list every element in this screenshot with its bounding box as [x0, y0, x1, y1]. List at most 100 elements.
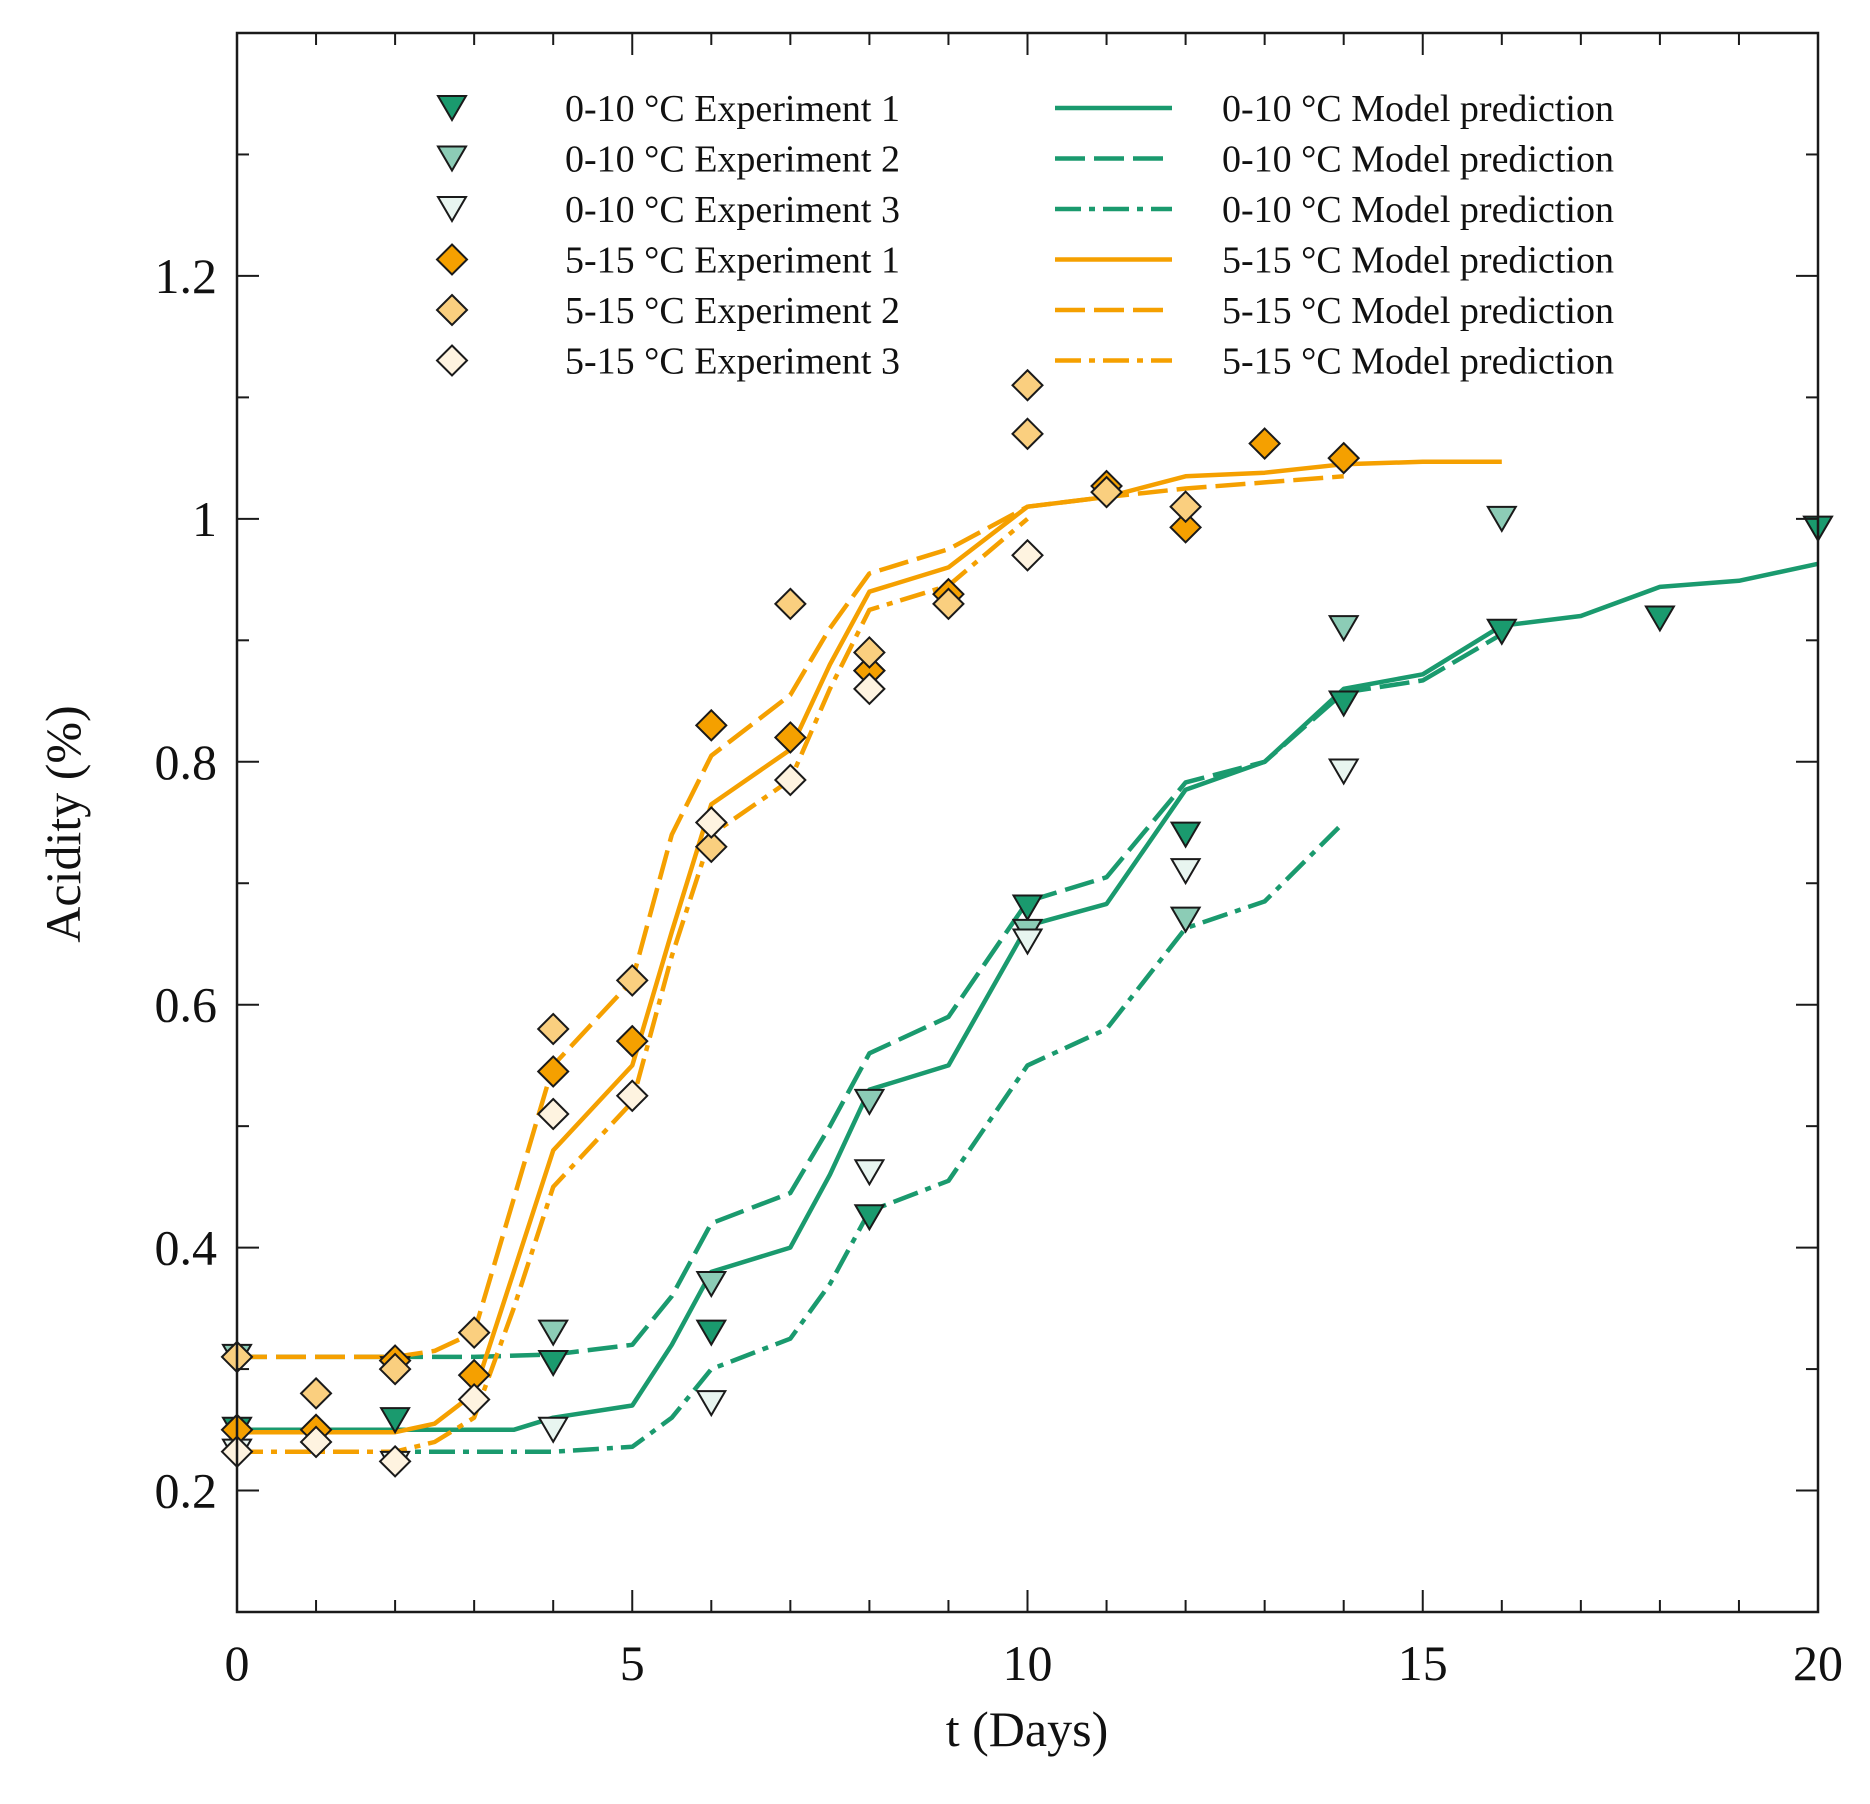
5-15-c-experiment-1-point-5 — [536, 1055, 570, 1088]
legend-item-0-10-c-experiment-2: 0-10 °C Experiment 2 — [436, 139, 900, 181]
legend: 0-10 °C Experiment 1 0-10 °C Experiment 2… — [435, 88, 1614, 383]
legend-label-0-10-c-experiment-2: 0-10 °C Experiment 2 — [565, 139, 900, 181]
0-10-c-experiment-1-point-6-shape — [1011, 894, 1044, 922]
0-10-c-experiment-1-point-9 — [1486, 618, 1518, 646]
legend-label-5-15-c-model-prediction-6: 5-15 °C Model prediction — [1222, 341, 1614, 383]
5-15-c-experiment-2-point-12-shape — [1011, 417, 1044, 451]
x-axis-title: t (Days) — [946, 1701, 1108, 1757]
5-15-c-experiment-3-point-4 — [457, 1383, 491, 1416]
legend-marker-5-15-c-experiment-1 — [435, 243, 469, 276]
legend-item-5-15-c-model-prediction-6: 5-15 °C Model prediction — [1055, 341, 1614, 383]
5-15-c-experiment-1-point-13-shape — [1169, 510, 1203, 544]
0-10-c-experiment-2-point-3-shape — [537, 1319, 569, 1347]
5-15-c-experiment-1-point-7-shape — [694, 708, 728, 742]
5-15-c-experiment-2-point-4-shape — [457, 1316, 491, 1350]
5-15-c-experiment-2-point-6-shape — [615, 963, 649, 997]
legend-marker-0-10-c-experiment-1-shape — [436, 95, 468, 122]
5-15-c-experiment-3-point-8-shape — [773, 763, 807, 797]
legend-item-5-15-c-experiment-1: 5-15 °C Experiment 1 — [435, 240, 900, 282]
0-10-c-experiment-3-point-5-base — [855, 1160, 884, 1185]
x-tick-label-0: 0 — [225, 1635, 250, 1691]
5-15-c-experiment-2-point-5-shape — [536, 1012, 570, 1046]
0-10-c-experiment-2-point-9-shape — [1486, 505, 1518, 533]
5-15-c-experiment-2-point-9 — [852, 636, 886, 669]
0-10-c-experiment-1-point-10-shape — [1644, 605, 1676, 633]
legend-label-0-10-c-model-prediction-1: 0-10 °C Model prediction — [1222, 88, 1614, 130]
5-15-c-experiment-1-point-6-shape — [615, 1024, 649, 1058]
x-tick-label-10: 10 — [1003, 1635, 1053, 1691]
5-15-c-experiment-3-point-4-shape — [457, 1383, 491, 1416]
5-15-c-experiment-1-point-15 — [1327, 441, 1361, 475]
legend-marker-0-10-c-experiment-2-shape — [436, 145, 468, 173]
5-15-c-experiment-3-point-2 — [299, 1425, 333, 1459]
legend-item-0-10-c-experiment-1: 0-10 °C Experiment 1 — [436, 88, 900, 130]
legend-item-0-10-c-experiment-3: 0-10 °C Experiment 3 — [436, 189, 900, 231]
5-15-c-experiment-2-point-11-shape — [1011, 368, 1044, 402]
5-15-c-experiment-2-point-8 — [773, 587, 807, 621]
5-15-c-experiment-2-point-8-shape — [773, 587, 807, 621]
0-10-c-experiment-3-point-4-base — [697, 1391, 726, 1416]
5-15-c-experiment-3-point-10-shape — [1011, 538, 1044, 572]
5-15-c-experiment-2-point-11 — [1011, 368, 1044, 402]
5-15-c-experiment-1-point-6 — [615, 1024, 649, 1058]
5-15-c-experiment-3-point-2-shape — [299, 1425, 333, 1459]
legend-marker-5-15-c-experiment-3 — [435, 344, 469, 377]
legend-marker-5-15-c-experiment-2 — [435, 293, 469, 327]
legend-item-0-10-c-model-prediction-1: 0-10 °C Model prediction — [1055, 88, 1614, 130]
0-10-c-experiment-3-point-3 — [537, 1416, 569, 1444]
0-10-c-experiment-3-point-7 — [1169, 858, 1202, 886]
5-15-c-experiment-1-point-15-shape — [1327, 441, 1361, 475]
5-15-c-experiment-3-point-8 — [773, 763, 807, 797]
0-10-c-experiment-1-point-4 — [695, 1319, 728, 1347]
model-line-6-5-15-c-model-prediction-dashdot — [237, 517, 1029, 1454]
5-15-c-experiment-3-point-3-shape — [378, 1444, 412, 1478]
0-10-c-experiment-1-point-2-shape — [379, 1407, 411, 1435]
0-10-c-experiment-3-point-6-shape — [1011, 928, 1044, 956]
5-15-c-experiment-2-point-6 — [615, 963, 649, 997]
legend-item-5-15-c-experiment-3: 5-15 °C Experiment 3 — [435, 341, 900, 383]
legend-item-5-15-c-experiment-2: 5-15 °C Experiment 2 — [435, 290, 900, 332]
legend-label-0-10-c-model-prediction-3: 0-10 °C Model prediction — [1222, 189, 1614, 231]
5-15-c-experiment-2-point-2-shape — [299, 1376, 333, 1410]
5-15-c-experiment-2-point-5 — [536, 1012, 570, 1046]
5-15-c-experiment-2-point-9-shape — [852, 636, 886, 669]
legend-label-5-15-c-experiment-1: 5-15 °C Experiment 1 — [565, 240, 900, 282]
5-15-c-experiment-2-point-10-shape — [932, 587, 965, 621]
y-tick-label-0-4: 0.4 — [155, 1220, 218, 1276]
legend-marker-0-10-c-experiment-3-shape — [436, 196, 468, 223]
legend-label-5-15-c-model-prediction-5: 5-15 °C Model prediction — [1222, 290, 1614, 332]
0-10-c-experiment-1-point-8-shape — [1327, 690, 1360, 718]
0-10-c-experiment-2-point-4 — [695, 1271, 728, 1299]
0-10-c-experiment-2-point-7-shape — [1169, 906, 1202, 934]
y-tick-label-0-2: 0.2 — [155, 1463, 218, 1519]
5-15-c-experiment-1-point-5-shape — [536, 1055, 570, 1088]
0-10-c-experiment-2-point-5-shape — [853, 1088, 886, 1116]
5-15-c-experiment-1-point-13 — [1169, 510, 1203, 544]
5-15-c-experiment-2-point-3-shape — [378, 1352, 412, 1386]
0-10-c-experiment-2-point-7 — [1169, 906, 1202, 934]
0-10-c-experiment-2-point-3 — [537, 1319, 569, 1347]
0-10-c-experiment-3-point-8-shape — [1327, 758, 1360, 786]
legend-marker-5-15-c-experiment-1-shape — [435, 243, 469, 276]
5-15-c-experiment-3-point-6-shape — [615, 1079, 649, 1113]
5-15-c-experiment-3-point-7-shape — [694, 806, 728, 839]
0-10-c-experiment-1-point-10 — [1644, 605, 1676, 633]
legend-item-5-15-c-model-prediction-4: 5-15 °C Model prediction — [1055, 240, 1614, 282]
y-tick-label-1: 1 — [192, 491, 217, 547]
5-15-c-experiment-1-point-14-shape — [1248, 427, 1282, 460]
0-10-c-experiment-1-point-4-shape — [695, 1319, 728, 1347]
x-tick-label-20: 20 — [1793, 1635, 1843, 1691]
experiment-markers — [220, 368, 1834, 1478]
legend-marker-0-10-c-experiment-3 — [436, 196, 468, 223]
legend-marker-5-15-c-experiment-3-shape — [435, 344, 469, 377]
5-15-c-experiment-3-point-5-shape — [536, 1097, 570, 1131]
5-15-c-experiment-2-point-3 — [378, 1352, 412, 1386]
0-10-c-experiment-3-point-6-base — [1013, 929, 1042, 954]
legend-label-5-15-c-experiment-3: 5-15 °C Experiment 3 — [565, 341, 900, 383]
0-10-c-experiment-2-point-8 — [1327, 615, 1360, 643]
5-15-c-experiment-2-point-7 — [694, 830, 728, 864]
5-15-c-experiment-2-point-14 — [1169, 490, 1203, 524]
legend-label-5-15-c-model-prediction-4: 5-15 °C Model prediction — [1222, 240, 1614, 282]
5-15-c-experiment-3-point-6 — [615, 1079, 649, 1113]
